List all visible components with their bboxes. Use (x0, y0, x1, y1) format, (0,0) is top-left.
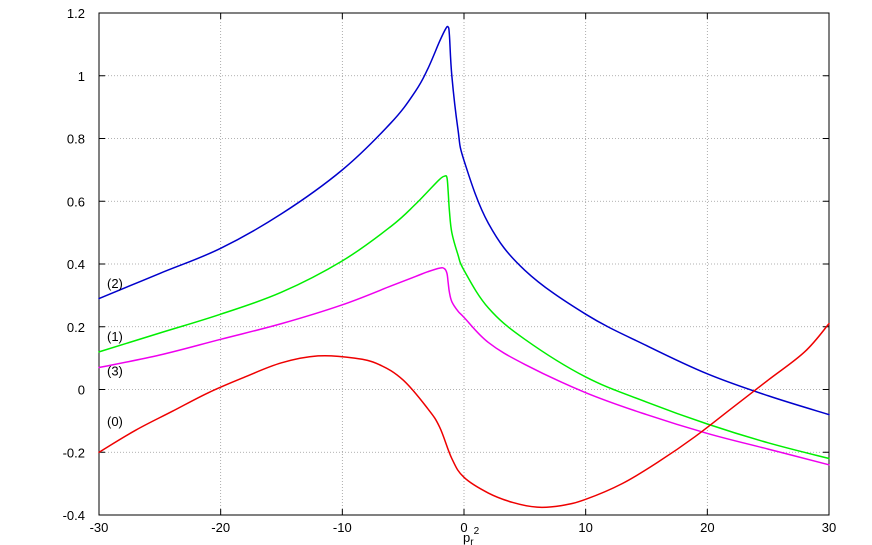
y-tick-label: 0.8 (67, 132, 85, 147)
x-axis-label: pr2 (463, 526, 480, 545)
y-tick-label: 0.6 (67, 194, 85, 209)
series-labels: (2) (1) (3) (0) (107, 276, 123, 429)
series-line-1 (98, 175, 830, 460)
x-tick-label: 10 (578, 520, 592, 535)
y-tick-label: -0.4 (63, 508, 85, 523)
x-tick-label: 30 (822, 520, 836, 535)
x-tick-label: -20 (211, 520, 230, 535)
series-label: (3) (107, 364, 123, 379)
y-tick-label: 1.2 (67, 6, 85, 21)
x-axis-label-subscript: r (470, 537, 474, 545)
y-tick-label: -0.2 (63, 445, 85, 460)
series-line-0 (98, 25, 830, 416)
series-line-2 (98, 267, 830, 466)
y-tick-label: 0 (78, 383, 85, 398)
x-tick-label: -30 (90, 520, 109, 535)
series-label: (0) (107, 414, 123, 429)
x-tick-label: -10 (333, 520, 352, 535)
y-tick-label: 0.2 (67, 320, 85, 335)
series-group (98, 25, 830, 509)
series-line-3 (98, 322, 830, 509)
grid (99, 13, 829, 515)
plot-frame (98, 12, 830, 516)
axes: -30 -20 -10 0 10 20 30 -0.4 -0.2 0 0.2 0.4 0.6 0.8 1 1.… (63, 6, 837, 535)
x-tick-label: 0 (460, 520, 467, 535)
y-tick-label: 1 (78, 69, 85, 84)
x-tick-label: 20 (700, 520, 714, 535)
x-axis-label-superscript: 2 (474, 526, 480, 537)
series-label: (1) (107, 329, 123, 344)
x-axis-label-base: p (463, 530, 470, 545)
y-tick-label: 0.4 (67, 257, 85, 272)
series-label: (2) (107, 276, 123, 291)
